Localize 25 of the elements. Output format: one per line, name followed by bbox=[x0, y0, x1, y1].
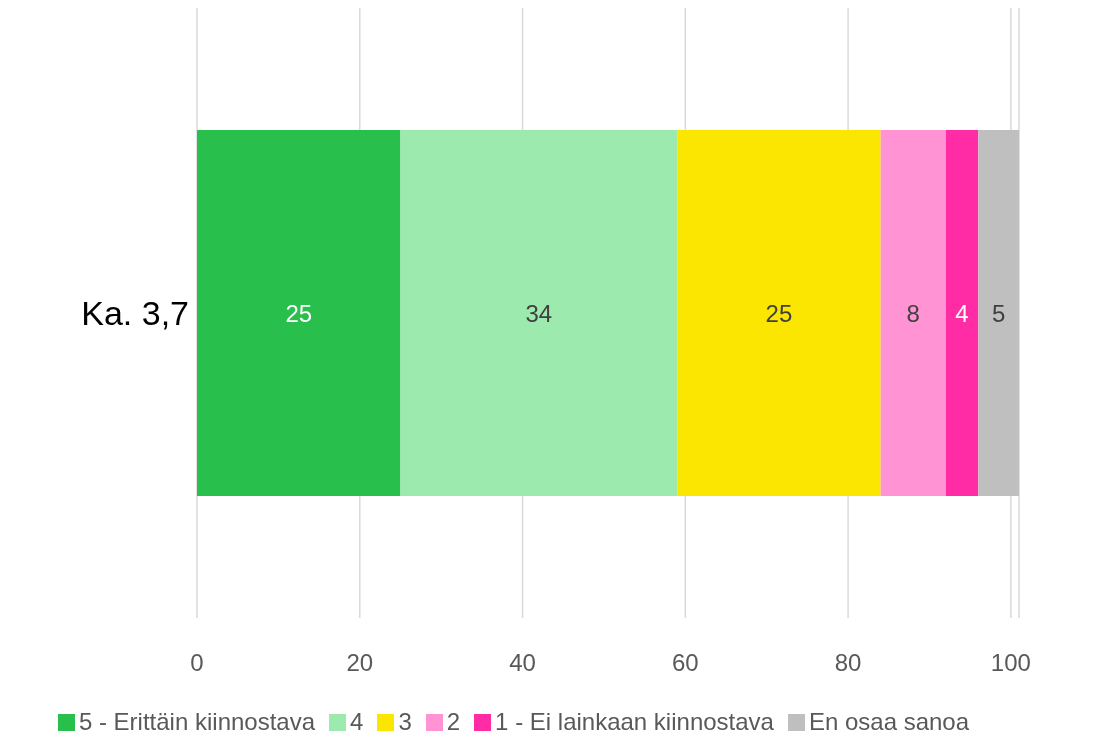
legend-label: 1 - Ei lainkaan kiinnostava bbox=[494, 708, 774, 736]
legend-label: En osaa sanoa bbox=[807, 708, 970, 736]
x-tick-label: 80 bbox=[834, 649, 862, 677]
bar bbox=[197, 130, 401, 496]
data-label: 5 bbox=[991, 299, 1006, 327]
data-label: 25 bbox=[285, 299, 313, 327]
x-tick-label: 100 bbox=[990, 649, 1031, 677]
y-tick-label: Ka. 3,7 bbox=[81, 294, 189, 333]
data-label: 4 bbox=[955, 299, 969, 327]
data-label: 25 bbox=[765, 299, 793, 327]
bar bbox=[978, 130, 1019, 496]
legend-label: 2 bbox=[445, 708, 461, 736]
bar bbox=[400, 130, 678, 496]
bar bbox=[880, 130, 946, 496]
legend-label: 5 - Erittäin kiinnostava bbox=[77, 708, 316, 736]
bar bbox=[677, 130, 881, 496]
x-tick-label: 20 bbox=[346, 649, 374, 677]
legend-label: 3 bbox=[397, 708, 412, 736]
x-tick-label: 0 bbox=[190, 649, 204, 677]
bar bbox=[945, 130, 979, 496]
data-label: 34 bbox=[525, 299, 553, 327]
data-label: 8 bbox=[906, 299, 920, 327]
x-tick-label: 60 bbox=[671, 649, 699, 677]
x-tick-label: 40 bbox=[509, 649, 536, 677]
legend-label: 4 bbox=[349, 708, 364, 736]
